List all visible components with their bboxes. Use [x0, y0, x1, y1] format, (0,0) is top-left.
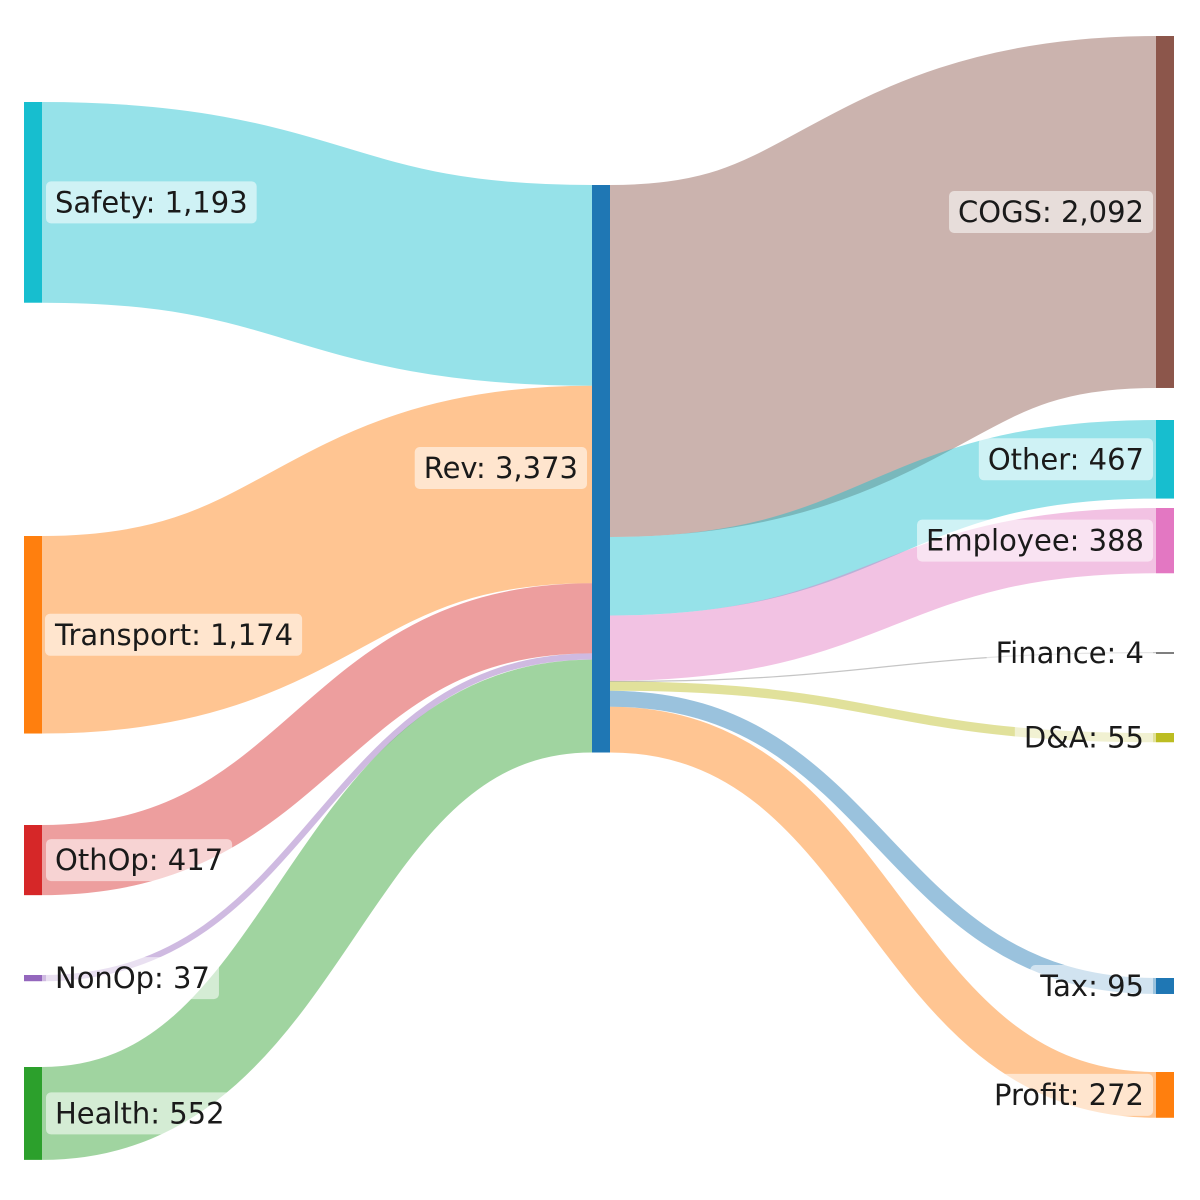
node-other — [1156, 420, 1174, 499]
node-label-text: Finance: 4 — [996, 636, 1144, 670]
node-label-background — [414, 447, 587, 489]
node-label-background — [46, 1092, 234, 1135]
node-label-text: Rev: 3,373 — [424, 451, 578, 485]
node-label-background — [46, 957, 219, 1000]
node-label-transport: Transport: 1,174 — [45, 613, 303, 656]
node-label-background — [46, 839, 233, 882]
node-safety — [24, 102, 42, 303]
node-label-text: Safety: 1,193 — [55, 185, 248, 219]
link-rev-to-profit — [609, 706, 1157, 1118]
node-label-text: Other: 467 — [988, 442, 1144, 476]
node-label-other: Other: 467 — [978, 438, 1153, 481]
node-finance — [1156, 652, 1174, 654]
node-label-background — [46, 181, 257, 224]
node-da — [1156, 733, 1174, 743]
node-label-text: OthOp: 417 — [55, 843, 223, 877]
node-transport — [24, 536, 42, 734]
node-employee — [1156, 508, 1174, 574]
node-label-tax: Tax: 95 — [1030, 964, 1153, 1007]
node-label-text: COGS: 2,092 — [958, 195, 1144, 229]
node-label-text: NonOp: 37 — [55, 961, 210, 995]
node-tax — [1156, 978, 1174, 994]
node-label-background — [1030, 964, 1153, 1007]
node-nonop — [24, 975, 42, 982]
link-rev-to-cogs — [607, 36, 1159, 537]
node-label-text: Transport: 1,174 — [54, 618, 293, 652]
node-label-rev: Rev: 3,373 — [414, 447, 587, 489]
node-label-text: Employee: 388 — [926, 524, 1144, 558]
node-label-background — [978, 438, 1153, 481]
node-label-background — [45, 613, 303, 656]
link-health-to-rev — [40, 659, 594, 1160]
node-label-text: Health: 552 — [55, 1096, 225, 1130]
node-label-background — [1014, 716, 1153, 759]
node-profit — [1156, 1072, 1174, 1118]
node-label-background — [986, 632, 1153, 674]
node-health — [24, 1067, 42, 1160]
node-label-employee: Employee: 388 — [917, 519, 1153, 562]
node-label-cogs: COGS: 2,092 — [949, 190, 1153, 233]
node-label-safety: Safety: 1,193 — [46, 181, 257, 224]
node-label-text: Profit: 272 — [994, 1078, 1144, 1112]
node-label-background — [917, 519, 1153, 562]
node-cogs — [1156, 36, 1174, 388]
nodes-layer — [24, 36, 1174, 1160]
labels-layer: Safety: 1,193 Transport: 1,174 OthOp: 417 N… — [45, 181, 1153, 1135]
node-label-background — [949, 190, 1153, 233]
node-label-finance: Finance: 4 — [986, 632, 1153, 674]
node-label-da: D&A: 55 — [1014, 716, 1153, 759]
node-label-text: Tax: 95 — [1039, 969, 1144, 1003]
node-rev — [592, 185, 610, 753]
node-label-text: D&A: 55 — [1024, 721, 1144, 755]
node-label-nonop: NonOp: 37 — [46, 957, 219, 1000]
node-othop — [24, 825, 42, 896]
node-label-health: Health: 552 — [46, 1092, 234, 1135]
node-label-profit: Profit: 272 — [985, 1073, 1153, 1116]
node-label-background — [985, 1073, 1153, 1116]
node-label-othop: OthOp: 417 — [46, 839, 233, 882]
